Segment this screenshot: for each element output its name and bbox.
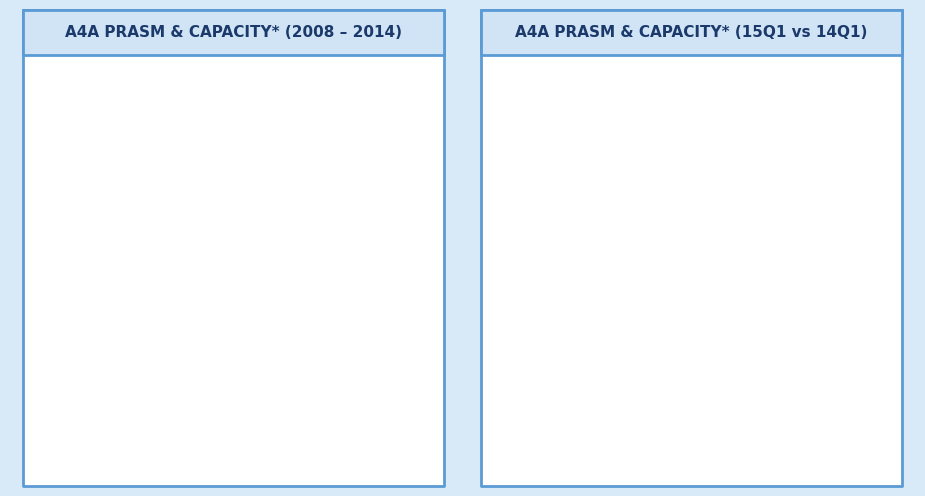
- Text: A4A PRASM & CAPACITY* (15Q1 vs 14Q1): A4A PRASM & CAPACITY* (15Q1 vs 14Q1): [515, 25, 868, 40]
- Text: 4.5%: 4.5%: [801, 293, 842, 308]
- Text: 9.6%: 9.6%: [746, 155, 786, 170]
- Text: -0.4%: -0.4%: [594, 456, 640, 471]
- Bar: [336, 252, 391, 427]
- Bar: [76, 427, 131, 440]
- Bar: [131, 284, 187, 427]
- Text: -0.3%: -0.3%: [80, 449, 127, 464]
- Text: A4A PRASM & CAPACITY* (2008 – 2014): A4A PRASM & CAPACITY* (2008 – 2014): [65, 25, 402, 40]
- Bar: [280, 176, 336, 427]
- Bar: [589, 437, 645, 448]
- Bar: [738, 178, 794, 437]
- Text: 3.0%: 3.0%: [541, 333, 582, 348]
- Text: JBLU: JBLU: [316, 80, 355, 96]
- Text: 3.9%: 3.9%: [343, 229, 384, 244]
- Text: Industry ex-JBLU: Industry ex-JBLU: [521, 80, 658, 96]
- Legend: Capacity CAGR, PRASM CAGR: Capacity CAGR, PRASM CAGR: [101, 447, 366, 460]
- Legend: Capacity, PRASM: Capacity, PRASM: [601, 447, 782, 460]
- Text: Industry ex-JBLU: Industry ex-JBLU: [63, 80, 200, 96]
- Bar: [794, 316, 849, 437]
- Text: 5.6%: 5.6%: [288, 153, 328, 168]
- Text: 3.2%: 3.2%: [139, 260, 179, 275]
- Bar: [534, 357, 589, 437]
- Text: JBLU: JBLU: [774, 80, 813, 96]
